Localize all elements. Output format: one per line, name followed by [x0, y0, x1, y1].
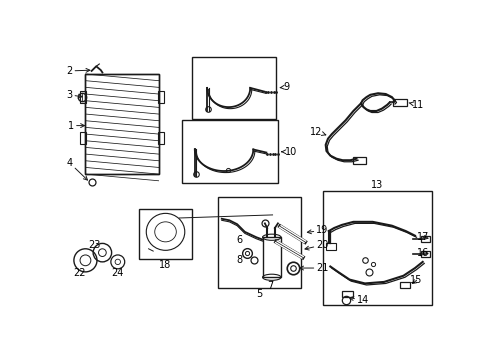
Text: 6: 6	[236, 235, 242, 244]
Bar	[420, 236, 429, 242]
Bar	[85, 74, 158, 174]
Text: 1: 1	[68, 121, 84, 131]
Text: 8: 8	[236, 255, 242, 265]
Text: 24: 24	[111, 267, 124, 278]
Text: 12: 12	[309, 127, 325, 137]
Text: 14: 14	[349, 295, 369, 305]
Text: 9: 9	[280, 82, 289, 92]
Text: 5: 5	[256, 289, 262, 299]
Bar	[158, 91, 163, 103]
Text: 19: 19	[307, 225, 328, 235]
Text: 13: 13	[370, 180, 383, 190]
Bar	[262, 237, 281, 277]
Text: 16: 16	[416, 248, 428, 258]
Bar	[158, 132, 163, 144]
Bar	[399, 282, 409, 288]
Text: 21: 21	[299, 263, 328, 273]
Text: 23: 23	[88, 240, 101, 250]
Text: 2: 2	[66, 66, 90, 76]
Text: 10: 10	[281, 147, 297, 157]
Text: 18: 18	[159, 260, 171, 270]
Text: 7: 7	[266, 281, 273, 291]
Bar	[218, 197, 301, 288]
Bar	[326, 243, 335, 249]
Bar	[80, 132, 86, 144]
Bar	[85, 74, 158, 174]
Text: 17: 17	[416, 232, 428, 242]
Text: 3: 3	[66, 90, 82, 100]
Text: 15: 15	[409, 275, 422, 285]
Bar	[80, 91, 86, 103]
Bar	[322, 191, 431, 305]
Bar	[182, 120, 277, 183]
Text: 20: 20	[305, 240, 328, 250]
Bar	[191, 57, 276, 119]
Bar	[353, 157, 365, 164]
Text: 4: 4	[66, 158, 87, 180]
Bar	[341, 291, 352, 297]
Bar	[420, 251, 429, 257]
Text: 22: 22	[73, 267, 85, 278]
Bar	[139, 209, 191, 259]
Text: 11: 11	[408, 100, 423, 110]
Bar	[393, 99, 407, 106]
